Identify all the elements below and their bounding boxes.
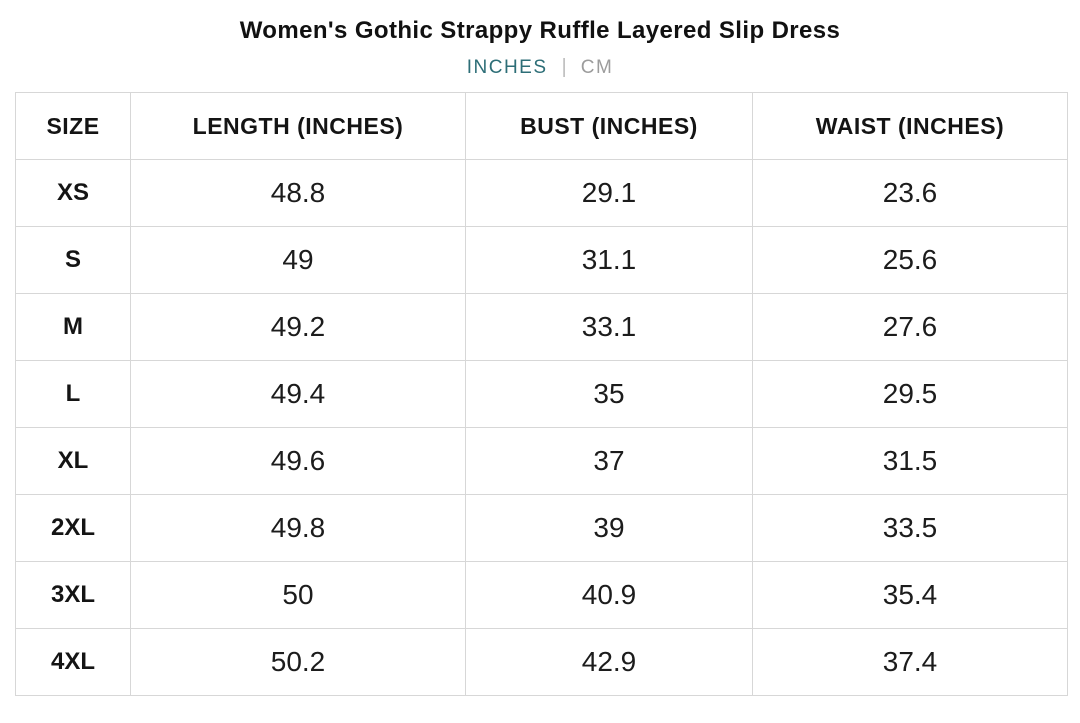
table-row: L 49.4 35 29.5	[15, 360, 1068, 428]
size-label: 3XL	[15, 561, 131, 629]
length-value: 50.2	[130, 628, 466, 696]
size-label: 2XL	[15, 494, 131, 562]
length-value: 49	[130, 226, 466, 294]
waist-value: 27.6	[752, 293, 1068, 361]
table-row: XL 49.6 37 31.5	[15, 427, 1068, 495]
length-value: 48.8	[130, 159, 466, 227]
bust-value: 29.1	[465, 159, 753, 227]
table-row: 4XL 50.2 42.9 37.4	[15, 628, 1068, 696]
length-value: 50	[130, 561, 466, 629]
bust-value: 42.9	[465, 628, 753, 696]
waist-value: 33.5	[752, 494, 1068, 562]
length-value: 49.8	[130, 494, 466, 562]
column-header-length: LENGTH (INCHES)	[130, 92, 466, 160]
column-header-bust: BUST (INCHES)	[465, 92, 753, 160]
table-header-row: SIZE LENGTH (INCHES) BUST (INCHES) WAIST…	[15, 92, 1068, 160]
waist-value: 37.4	[752, 628, 1068, 696]
size-label: S	[15, 226, 131, 294]
bust-value: 31.1	[465, 226, 753, 294]
unit-tab-inches[interactable]: INCHES	[466, 56, 548, 78]
bust-value: 37	[465, 427, 753, 495]
length-value: 49.4	[130, 360, 466, 428]
table-row: S 49 31.1 25.6	[15, 226, 1068, 294]
size-label: XS	[15, 159, 131, 227]
size-table: SIZE LENGTH (INCHES) BUST (INCHES) WAIST…	[15, 92, 1068, 696]
table-row: M 49.2 33.1 27.6	[15, 293, 1068, 361]
waist-value: 35.4	[752, 561, 1068, 629]
waist-value: 25.6	[752, 226, 1068, 294]
bust-value: 39	[465, 494, 753, 562]
page-title: Women's Gothic Strappy Ruffle Layered Sl…	[239, 17, 841, 44]
waist-value: 29.5	[752, 360, 1068, 428]
waist-value: 31.5	[752, 427, 1068, 495]
column-header-waist: WAIST (INCHES)	[752, 92, 1068, 160]
column-header-size: SIZE	[15, 92, 131, 160]
unit-toggle-separator: |	[561, 56, 567, 78]
size-label: L	[15, 360, 131, 428]
waist-value: 23.6	[752, 159, 1068, 227]
size-label: 4XL	[15, 628, 131, 696]
length-value: 49.2	[130, 293, 466, 361]
unit-tab-cm[interactable]: CM	[580, 56, 614, 78]
bust-value: 40.9	[465, 561, 753, 629]
bust-value: 35	[465, 360, 753, 428]
table-row: 3XL 50 40.9 35.4	[15, 561, 1068, 629]
bust-value: 33.1	[465, 293, 753, 361]
size-label: M	[15, 293, 131, 361]
table-row: 2XL 49.8 39 33.5	[15, 494, 1068, 562]
size-label: XL	[15, 427, 131, 495]
length-value: 49.6	[130, 427, 466, 495]
unit-toggle: INCHES | CM	[0, 56, 1080, 79]
table-row: XS 48.8 29.1 23.6	[15, 159, 1068, 227]
